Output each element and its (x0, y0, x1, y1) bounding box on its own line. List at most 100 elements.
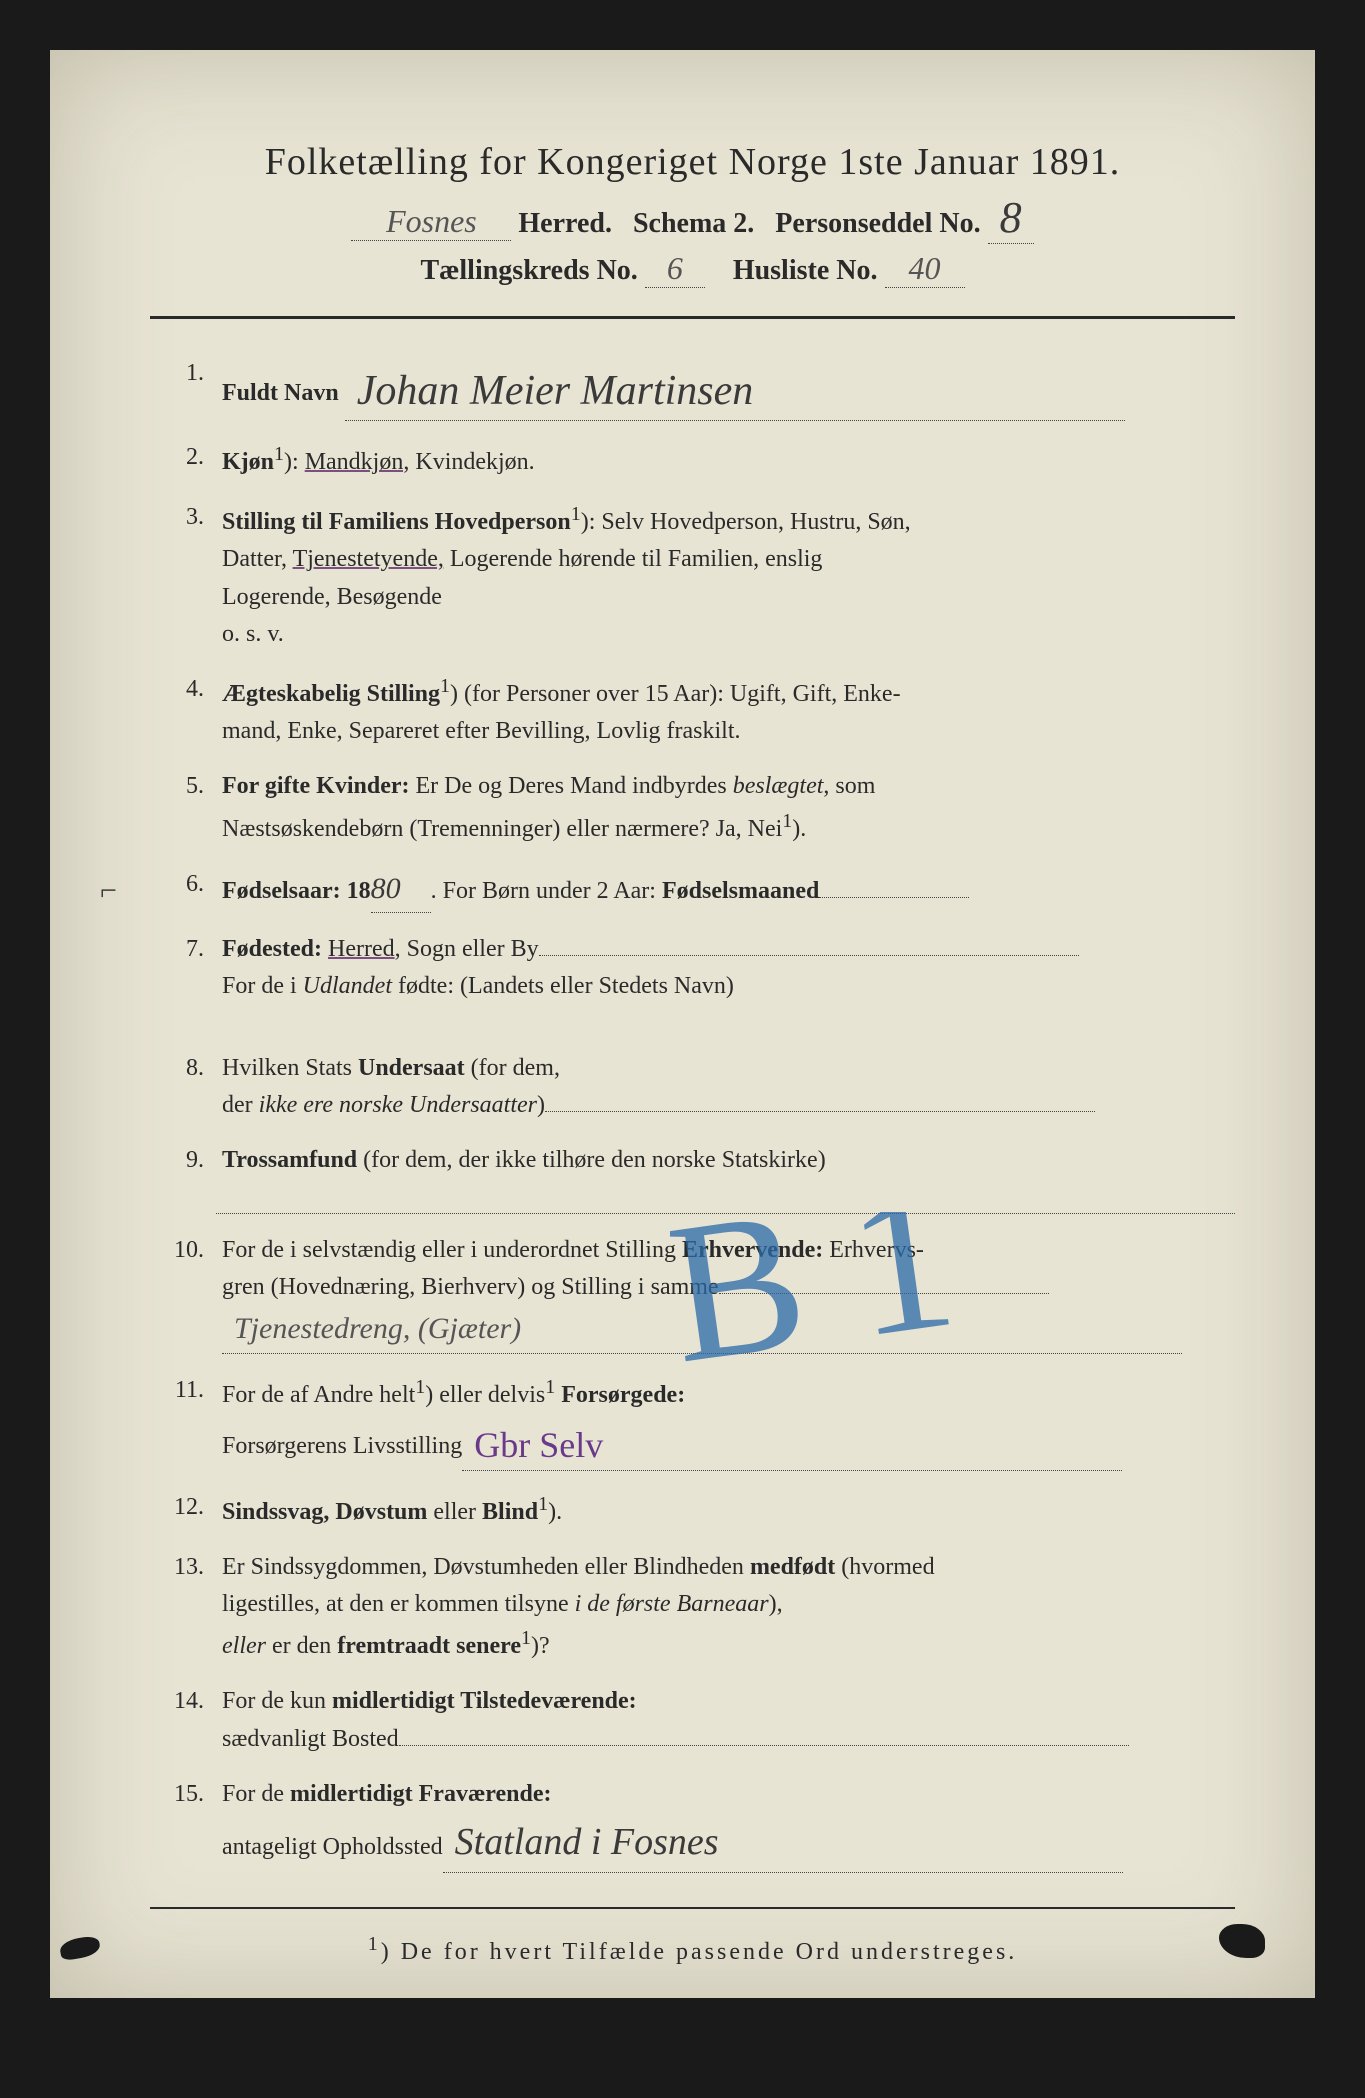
text: , Sogn eller By (395, 936, 539, 962)
text: ): (284, 449, 305, 475)
husliste-label: Husliste No. (733, 255, 878, 286)
item-number: 11. (150, 1372, 204, 1409)
text: For de i selvstændig eller i underordnet… (222, 1237, 682, 1263)
margin-mark: ⌐ (100, 868, 117, 915)
personseddel-no-handwritten: 8 (1000, 193, 1022, 242)
sindssvag-label: Sindssvag, Døvstum (222, 1499, 427, 1525)
medfodt-label: medfødt (750, 1554, 835, 1580)
item-number: 3. (150, 499, 204, 536)
text: Erhvervs- (823, 1237, 924, 1263)
item-1: 1. Fuldt Navn Johan Meier Martinsen (150, 355, 1235, 421)
text: ) eller delvis (425, 1382, 545, 1408)
item-13: 13. Er Sindssygdommen, Døvstumheden elle… (150, 1549, 1235, 1666)
text: (hvormed (835, 1554, 934, 1580)
footnote-ref: 1 (538, 1493, 548, 1515)
fodested-label: Fødested: (222, 936, 328, 962)
text: Er Sindssygdommen, Døvstumheden eller Bl… (222, 1554, 750, 1580)
footnote-sup: 1 (368, 1933, 381, 1955)
text: For de (222, 1781, 290, 1807)
item-number: 13. (150, 1549, 204, 1586)
text: Logerende, Besøgende (222, 584, 442, 610)
dotted-line (216, 1179, 1235, 1214)
text: ), (769, 1591, 783, 1617)
item-number: 12. (150, 1489, 204, 1526)
census-form-page: Folketælling for Kongeriget Norge 1ste J… (50, 50, 1315, 1998)
footnote-ref: 1 (440, 675, 450, 697)
text: ): Selv Hovedperson, Hustru, Søn, (581, 509, 911, 535)
item-14: 14. For de kun midlertidigt Tilstedevære… (150, 1683, 1235, 1757)
footnote-ref: 1 (274, 443, 284, 465)
text: Hvilken Stats (222, 1055, 358, 1081)
text: Datter, (222, 546, 293, 572)
text: Er De og Deres Mand indbyrdes (410, 773, 733, 799)
item-9: 9. Trossamfund (for dem, der ikke tilhør… (150, 1142, 1235, 1214)
item-2: 2. Kjøn1): Mandkjøn, Kvindekjøn. (150, 439, 1235, 481)
herred-label: Herred. (518, 208, 612, 239)
beslaegtet-text: beslægtet (733, 773, 824, 799)
undersaat-label: Undersaat (358, 1055, 465, 1081)
text: For de af Andre helt (222, 1382, 415, 1408)
paper-damage-icon (59, 1935, 102, 1962)
eller-text: eller (222, 1633, 266, 1659)
full-name-handwritten: Johan Meier Martinsen (357, 368, 754, 414)
kjon-label: Kjøn (222, 449, 274, 475)
text: ligestilles, at den er kommen tilsyne (222, 1591, 575, 1617)
text: o. s. v. (222, 621, 284, 647)
item-4: 4. Ægteskabelig Stilling1) (for Personer… (150, 671, 1235, 750)
item-number: 8. (150, 1050, 204, 1087)
item-number: 4. (150, 671, 204, 708)
text: ). (548, 1499, 562, 1525)
text: (for dem, der ikke tilhøre den norske St… (357, 1147, 826, 1173)
header-line-2: Fosnes Herred. Schema 2. Personseddel No… (150, 192, 1235, 244)
text: Næstsøskendebørn (Tremenninger) eller næ… (222, 816, 782, 842)
schema-label: Schema 2. (633, 208, 754, 239)
fuldt-navn-label: Fuldt Navn (222, 380, 339, 406)
trossamfund-label: Trossamfund (222, 1147, 357, 1173)
item-15: 15. For de midlertidigt Fraværende: anta… (150, 1776, 1235, 1873)
text: Logerende hørende til Familien, enslig (444, 546, 823, 572)
form-title: Folketælling for Kongeriget Norge 1ste J… (150, 140, 1235, 184)
tilstede-label: midlertidigt Tilstedeværende: (332, 1688, 637, 1714)
footnote-ref: 1 (782, 810, 792, 832)
text: er den (266, 1633, 337, 1659)
fodselsaar-label: Fødselsaar: 18 (222, 878, 371, 904)
fravaerende-label: midlertidigt Fraværende: (290, 1781, 552, 1807)
stilling-label: Stilling til Familiens Hovedperson (222, 509, 571, 535)
occupation-handwritten: Tjenestedreng, (Gjæter) (234, 1312, 521, 1345)
text: , som (823, 773, 875, 799)
erhvervende-label: Erhvervende: (682, 1237, 823, 1263)
item-8: 8. Hvilken Stats Undersaat (for dem, der… (150, 1050, 1235, 1124)
text: For de kun (222, 1688, 332, 1714)
header-divider (150, 316, 1235, 319)
text: sædvanligt Bosted (222, 1726, 399, 1752)
text: For de i (222, 973, 303, 999)
forsorgede-label: Forsørgede: (561, 1382, 685, 1408)
item-6: ⌐ 6. Fødselsaar: 1880. For Børn under 2 … (150, 866, 1235, 914)
husliste-no-handwritten: 40 (909, 250, 941, 286)
item-7: 7. Fødested: Herred, Sogn eller By For d… (150, 931, 1235, 1005)
birth-year-handwritten: 80 (371, 872, 401, 905)
footnote-ref: 1 (571, 503, 581, 525)
item-3: 3. Stilling til Familiens Hovedperson1):… (150, 499, 1235, 653)
text: ). (792, 816, 806, 842)
forste-barneaar-text: i de første Barneaar (575, 1591, 769, 1617)
ikke-norske-text: ikke ere norske Undersaatter (259, 1092, 537, 1118)
item-number: 2. (150, 439, 204, 476)
item-number: 14. (150, 1683, 204, 1720)
kreds-no-handwritten: 6 (667, 250, 683, 286)
herred-handwritten: Fosnes (386, 203, 477, 239)
text: . For Børn under 2 Aar: (431, 878, 662, 904)
item-number: 5. (150, 768, 204, 805)
item-number: 15. (150, 1776, 204, 1813)
item-number: 10. (150, 1232, 204, 1269)
herred-selected: Herred (328, 936, 395, 962)
footnote-text: ) De for hvert Tilfælde passende Ord und… (381, 1939, 1018, 1965)
text: (for dem, (465, 1055, 560, 1081)
text: gren (Hovednæring, Bierhverv) og Stillin… (222, 1274, 719, 1300)
item-number: 9. (150, 1142, 204, 1179)
footer-divider (150, 1907, 1235, 1909)
blind-label: Blind (482, 1499, 538, 1525)
text: Forsørgerens Livsstilling (222, 1433, 462, 1459)
footnote: 1) De for hvert Tilfælde passende Ord un… (150, 1933, 1235, 1966)
aegteskab-label: Ægteskabelig Stilling (222, 681, 440, 707)
